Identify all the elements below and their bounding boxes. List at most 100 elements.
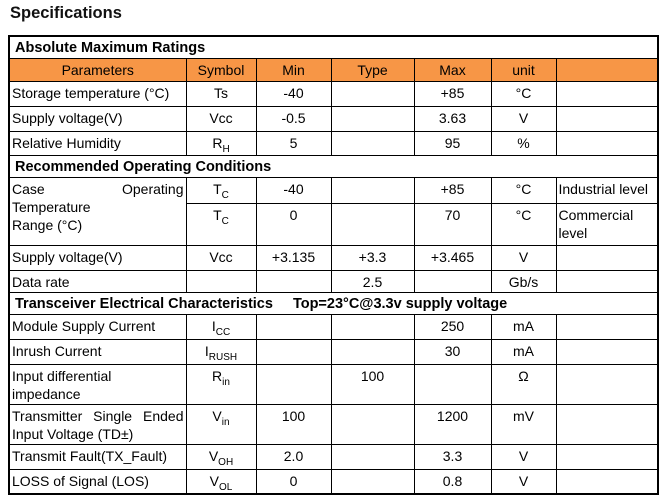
section-header-transceiver-electrical-characteristics: Transceiver Electrical Characteristics To…	[8, 292, 659, 316]
type-cell: 2.5	[330, 270, 415, 294]
param-cell: Data rate	[8, 270, 187, 294]
note-cell	[555, 363, 659, 405]
param-line-1: Case Operating Temperature	[12, 181, 184, 216]
param-line-2: Range (°C)	[12, 217, 83, 234]
symbol-base: V	[208, 447, 219, 464]
max-cell: 0.8	[413, 468, 492, 495]
max-cell: 3.63	[413, 105, 492, 132]
max-cell: +3.465	[413, 245, 492, 272]
min-cell	[255, 363, 332, 405]
symbol-sub: C	[221, 216, 229, 228]
note-cell	[555, 403, 659, 445]
symbol-sub: OL	[219, 481, 233, 493]
section-title: Transceiver Electrical Characteristics To…	[8, 292, 659, 316]
section-header-absolute-maximum-ratings: Absolute Maximum Ratings	[8, 35, 659, 59]
min-cell: 2.0	[255, 443, 332, 470]
table-row: Relative Humidity RH 5 95 %	[8, 130, 659, 157]
symbol-sub: in	[221, 416, 230, 428]
type-cell	[330, 130, 415, 157]
min-cell: -40	[255, 81, 332, 107]
unit-cell: %	[490, 130, 557, 157]
max-cell: 30	[413, 338, 492, 365]
min-cell: 5	[255, 130, 332, 157]
symbol-sub: in	[222, 376, 230, 388]
max-cell: 70	[413, 203, 492, 247]
symbol-base: Vcc	[209, 109, 233, 126]
param-cell: Transmit Fault(TX_Fault)	[8, 443, 187, 470]
max-cell: +85	[413, 177, 492, 205]
unit-cell: V	[490, 105, 557, 132]
symbol-cell: TC	[185, 203, 257, 247]
param-cell: Case Operating Temperature Range (°C)	[8, 177, 187, 247]
unit-cell: V	[490, 245, 557, 272]
col-header-parameters: Parameters	[8, 58, 187, 82]
type-cell	[330, 338, 415, 365]
column-header-row: Parameters Symbol Min Type Max unit	[8, 58, 659, 82]
table-row: Module Supply Current ICC 250 mA	[8, 314, 659, 340]
min-cell: -40	[255, 177, 332, 205]
col-header-symbol: Symbol	[185, 58, 257, 82]
min-cell: -0.5	[255, 105, 332, 132]
col-header-unit: unit	[490, 58, 557, 82]
type-cell	[330, 81, 415, 107]
unit-cell: V	[490, 443, 557, 470]
symbol-cell: Ts	[185, 81, 257, 107]
note-cell	[555, 245, 659, 272]
type-cell	[330, 105, 415, 132]
symbol-cell: IRUSH	[185, 338, 257, 365]
min-cell: 100	[255, 403, 332, 445]
specifications-table: Absolute Maximum Ratings Parameters Symb…	[8, 35, 660, 495]
symbol-base: T	[213, 207, 222, 224]
max-cell: 1200	[413, 403, 492, 445]
section-title: Recommended Operating Conditions	[8, 155, 659, 179]
max-cell: +85	[413, 81, 492, 107]
symbol-cell: VOH	[185, 443, 257, 470]
note-cell	[555, 468, 659, 495]
min-cell	[255, 270, 332, 294]
param-line-2: Input Voltage (TD±)	[12, 425, 134, 442]
note-cell	[555, 105, 659, 132]
symbol-cell: Vin	[185, 403, 257, 445]
unit-cell: mA	[490, 314, 557, 340]
min-cell	[255, 338, 332, 365]
note-cell	[555, 81, 659, 107]
unit-cell: °C	[490, 81, 557, 107]
table-row: Case Operating Temperature Range (°C) TC…	[8, 177, 659, 247]
param-cell: Inrush Current	[8, 338, 187, 365]
col-header-max: Max	[413, 58, 492, 82]
section-header-recommended-operating-conditions: Recommended Operating Conditions	[8, 155, 659, 179]
symbol-base: R	[212, 134, 223, 151]
type-cell	[330, 468, 415, 495]
note-cell	[555, 338, 659, 365]
table-row: Supply voltage(V) Vcc +3.135 +3.3 +3.465…	[8, 245, 659, 272]
max-cell	[413, 270, 492, 294]
unit-cell: Gb/s	[490, 270, 557, 294]
max-cell: 3.3	[413, 443, 492, 470]
param-cell: Relative Humidity	[8, 130, 187, 157]
unit-cell: mA	[490, 338, 557, 365]
type-cell	[330, 443, 415, 470]
unit-cell: V	[490, 468, 557, 495]
section-title-text: Absolute Maximum Ratings	[15, 40, 206, 56]
table-row: Data rate 2.5 Gb/s	[8, 270, 659, 294]
param-line-1: Transmitter Single Ended	[12, 407, 184, 424]
table-row: TC 0 70 °C Commercial level	[9, 203, 659, 247]
max-cell: 250	[413, 314, 492, 340]
unit-cell: Ω	[490, 363, 557, 405]
type-cell	[330, 203, 415, 247]
symbol-base: Vcc	[209, 249, 233, 266]
symbol-base: V	[209, 472, 219, 489]
min-cell: 0	[255, 468, 332, 495]
symbol-sub: CC	[215, 326, 231, 338]
min-cell: 0	[255, 203, 332, 247]
section-subtitle-text: Top=23°C@3.3v supply voltage	[292, 296, 508, 313]
symbol-cell: Rin	[185, 363, 257, 405]
symbol-cell: ICC	[185, 314, 257, 340]
table-row: Storage temperature (°C) Ts -40 +85 °C	[8, 81, 659, 107]
symbol-cell: RH	[185, 130, 257, 157]
symbol-cell	[185, 270, 257, 294]
table-row: Transmitter Single Ended Input Voltage (…	[8, 403, 659, 445]
symbol-cell: VOL	[185, 468, 257, 495]
symbol-cell: TC	[185, 177, 257, 205]
param-cell: Supply voltage(V)	[8, 105, 187, 132]
